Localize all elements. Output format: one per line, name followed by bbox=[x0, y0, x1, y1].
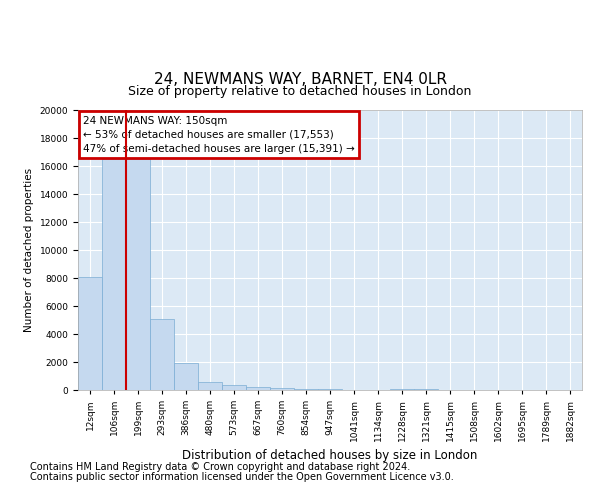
Bar bbox=[294, 388, 318, 390]
Bar bbox=[318, 388, 342, 390]
Bar bbox=[246, 387, 270, 390]
Text: 24, NEWMANS WAY, BARNET, EN4 0LR: 24, NEWMANS WAY, BARNET, EN4 0LR bbox=[154, 72, 446, 88]
Text: 24 NEWMANS WAY: 150sqm
← 53% of detached houses are smaller (17,553)
47% of semi: 24 NEWMANS WAY: 150sqm ← 53% of detached… bbox=[83, 116, 355, 154]
Bar bbox=[126, 159, 150, 390]
Text: Size of property relative to detached houses in London: Size of property relative to detached ho… bbox=[128, 84, 472, 98]
Bar bbox=[150, 318, 174, 390]
X-axis label: Distribution of detached houses by size in London: Distribution of detached houses by size … bbox=[182, 450, 478, 462]
Bar bbox=[78, 278, 102, 390]
Bar bbox=[174, 364, 198, 390]
Bar bbox=[222, 385, 246, 390]
Text: Contains HM Land Registry data © Crown copyright and database right 2024.: Contains HM Land Registry data © Crown c… bbox=[30, 462, 410, 472]
Text: Contains public sector information licensed under the Open Government Licence v3: Contains public sector information licen… bbox=[30, 472, 454, 482]
Y-axis label: Number of detached properties: Number of detached properties bbox=[24, 168, 34, 332]
Bar bbox=[198, 382, 222, 390]
Bar bbox=[102, 159, 126, 390]
Bar bbox=[270, 388, 294, 390]
